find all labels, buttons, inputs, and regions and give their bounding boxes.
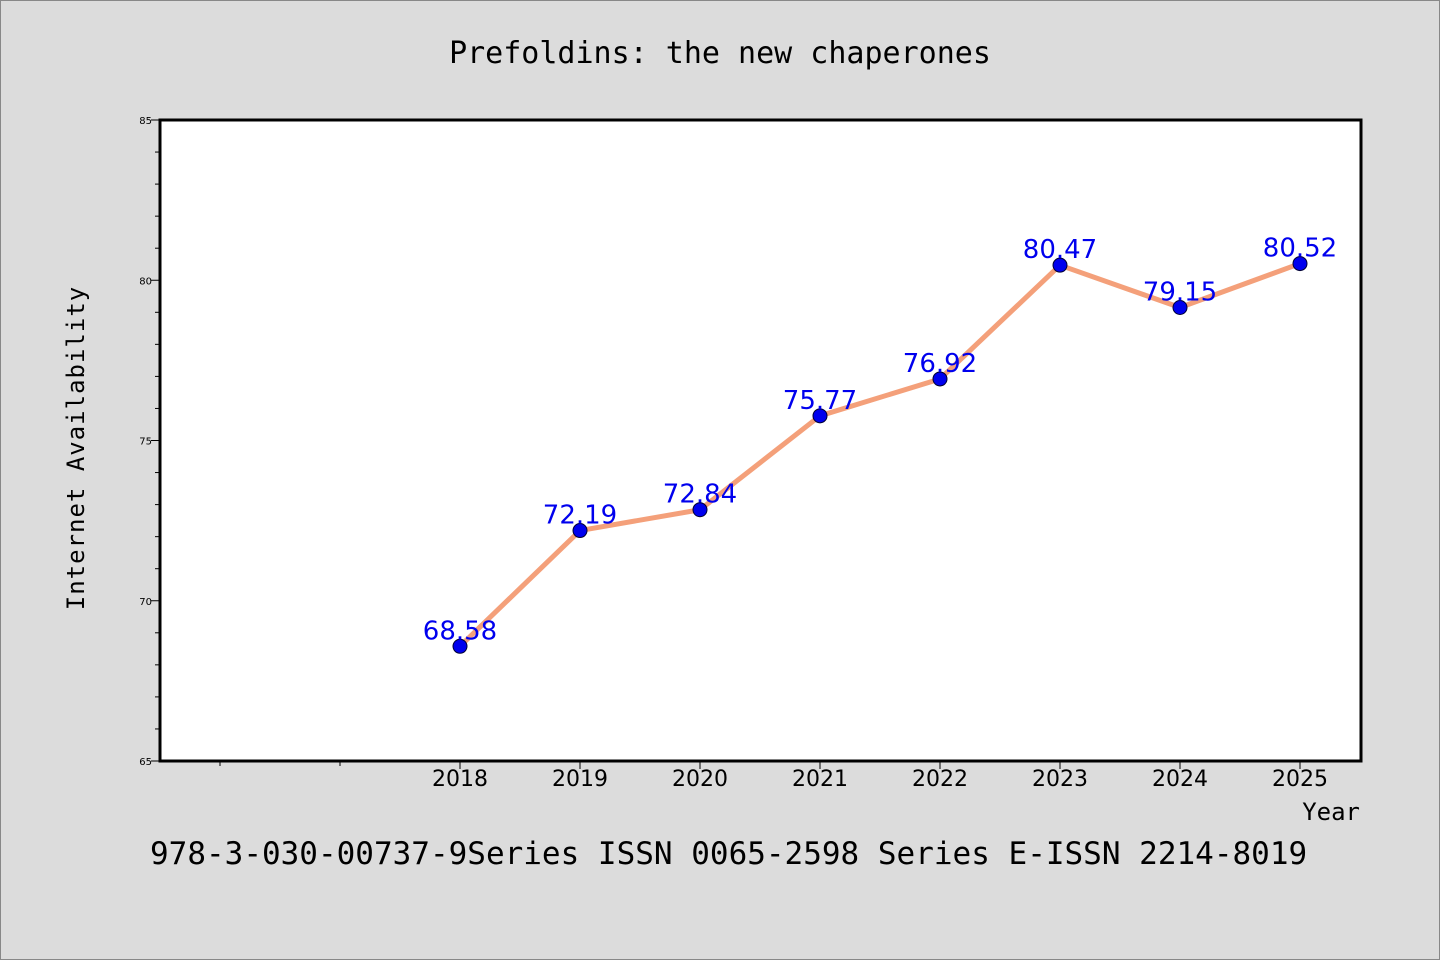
data-value-label: 75.77 bbox=[783, 386, 857, 416]
data-point-marker bbox=[692, 502, 708, 518]
x-tick-label: 2024 bbox=[1152, 767, 1208, 792]
x-tick-label: 2023 bbox=[1032, 767, 1088, 792]
plot-area bbox=[160, 120, 1361, 761]
data-markers bbox=[452, 256, 1308, 654]
y-tick-label: 85 bbox=[139, 116, 152, 127]
series-line bbox=[457, 261, 1303, 649]
data-point-marker bbox=[572, 523, 588, 539]
x-tick-label: 2022 bbox=[912, 767, 968, 792]
y-tick-label: 75 bbox=[139, 437, 152, 448]
data-value-label: 79.15 bbox=[1143, 277, 1217, 307]
data-value-label: 72.84 bbox=[663, 480, 737, 510]
y-tick-label: 80 bbox=[139, 276, 152, 287]
y-tick-label: 65 bbox=[139, 757, 152, 768]
footer-isbn-text: 978-3-030-00737-9Series ISSN 0065-2598 S… bbox=[150, 836, 1307, 872]
data-value-label: 80.52 bbox=[1263, 234, 1337, 264]
x-axis-label: Year bbox=[1302, 798, 1360, 826]
data-labels: 68.58 72.19 72.84 75.77 76.92 80.47 79.15 80.52 bbox=[423, 234, 1337, 647]
data-value-label: 80.47 bbox=[1023, 235, 1097, 265]
y-axis-label: Internet Availability bbox=[62, 286, 90, 610]
y-axis-ticks: 65 70 75 80 85 bbox=[139, 116, 160, 768]
data-point-marker bbox=[1052, 257, 1068, 273]
data-point-marker bbox=[932, 371, 948, 387]
data-point-marker bbox=[1172, 299, 1188, 315]
data-value-label: 76.92 bbox=[903, 349, 977, 379]
chart-title: Prefoldins: the new chaperones bbox=[449, 36, 991, 71]
plot-frame bbox=[158, 118, 1363, 763]
data-point-marker bbox=[452, 638, 468, 654]
data-value-label: 72.19 bbox=[543, 501, 617, 531]
data-point-marker bbox=[812, 408, 828, 424]
data-value-label: 68.58 bbox=[423, 616, 497, 646]
x-tick-label: 2020 bbox=[672, 767, 728, 792]
y-tick-label: 70 bbox=[139, 597, 152, 608]
x-tick-label: 2025 bbox=[1272, 767, 1328, 792]
x-tick-label: 2021 bbox=[792, 767, 848, 792]
data-point-marker bbox=[1292, 256, 1308, 272]
x-tick-label: 2018 bbox=[432, 767, 488, 792]
x-tick-label: 2019 bbox=[552, 767, 608, 792]
x-axis-ticks: 2018 2019 2020 2021 2022 2023 2024 2025 bbox=[219, 761, 1328, 792]
